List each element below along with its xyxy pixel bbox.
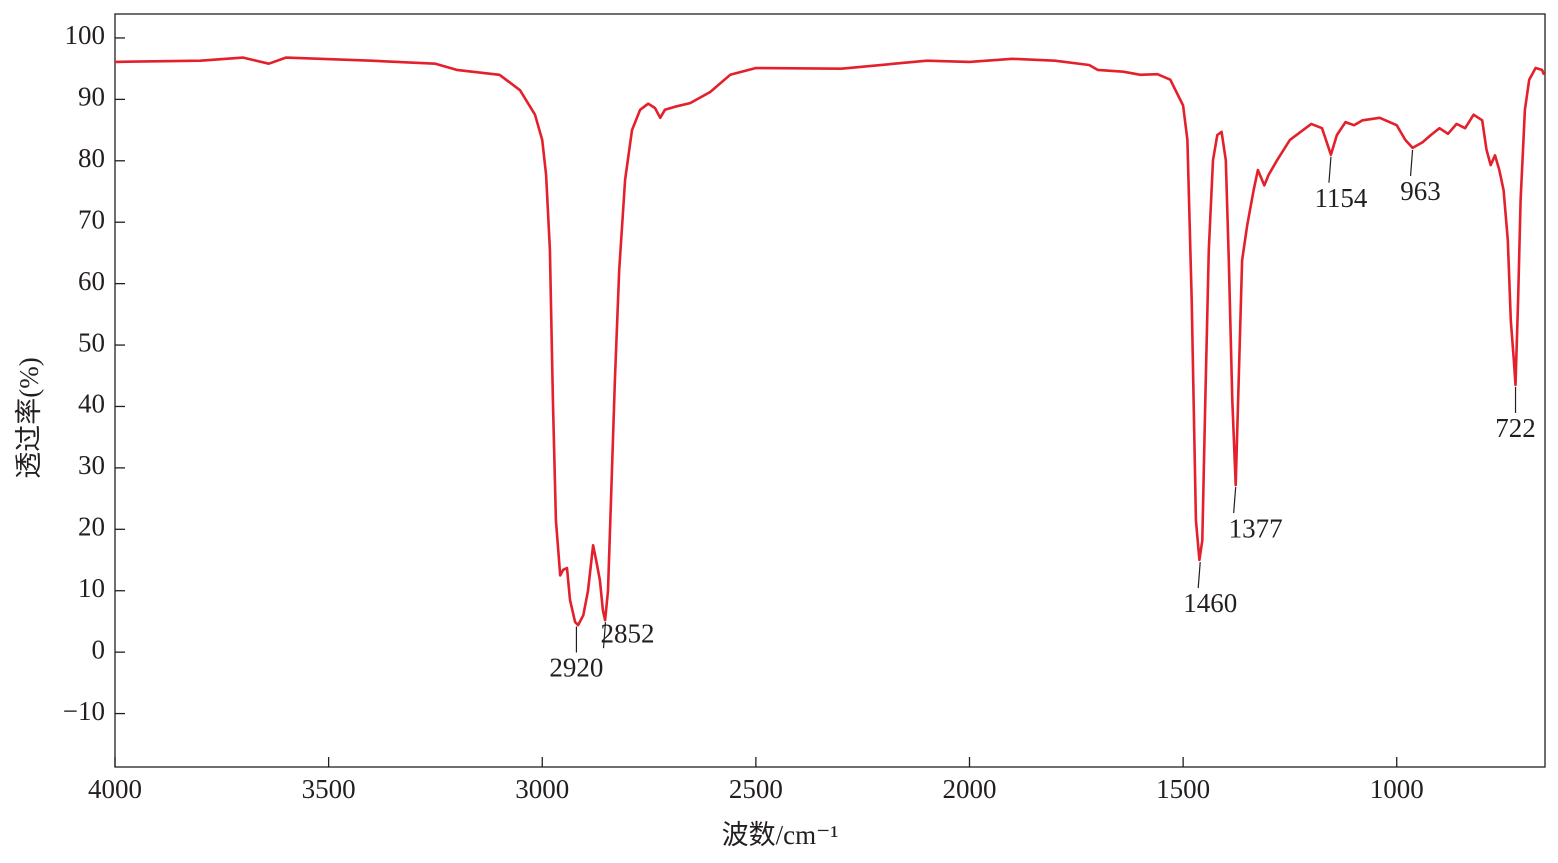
peak-label: 722 <box>1495 413 1536 443</box>
y-tick-label: 30 <box>78 450 105 480</box>
peak-leader <box>1233 487 1237 514</box>
y-tick-label: 100 <box>65 20 106 50</box>
y-tick-label: 0 <box>92 634 106 664</box>
peak-label: 2920 <box>549 653 603 683</box>
y-tick-label: 90 <box>78 82 105 112</box>
y-tick-label: 10 <box>78 573 105 603</box>
x-axis-label: 波数/cm⁻¹ <box>722 820 839 850</box>
y-axis-label: 透过率(%) <box>14 357 44 478</box>
y-tick-label: 70 <box>78 204 105 234</box>
x-tick-label: 4000 <box>88 774 142 804</box>
x-tick-label: 1500 <box>1156 774 1210 804</box>
y-tick-label: −10 <box>63 696 105 726</box>
peak-label: 1460 <box>1183 588 1237 618</box>
peak-leader <box>602 622 607 649</box>
y-tick-label: 80 <box>78 143 105 173</box>
peak-label: 963 <box>1400 176 1441 206</box>
peak-leader <box>1409 149 1414 176</box>
y-tick-label: 20 <box>78 512 105 542</box>
x-tick-label: 2000 <box>942 774 996 804</box>
x-tick-label: 1000 <box>1370 774 1424 804</box>
peak-label: 2852 <box>600 618 654 648</box>
y-tick-label: 40 <box>78 389 105 419</box>
x-tick-label: 2500 <box>729 774 783 804</box>
plot-frame <box>114 13 1546 768</box>
x-tick-label: 3000 <box>515 774 569 804</box>
peak-leader <box>1197 561 1201 589</box>
y-tick-label: 50 <box>78 327 105 357</box>
peak-leader <box>1328 156 1332 183</box>
peak-label: 1154 <box>1314 183 1367 213</box>
spectrum-line <box>114 56 1546 627</box>
y-tick-label: 60 <box>78 266 105 296</box>
peak-label: 1377 <box>1229 513 1283 543</box>
x-tick-label: 3500 <box>302 774 356 804</box>
